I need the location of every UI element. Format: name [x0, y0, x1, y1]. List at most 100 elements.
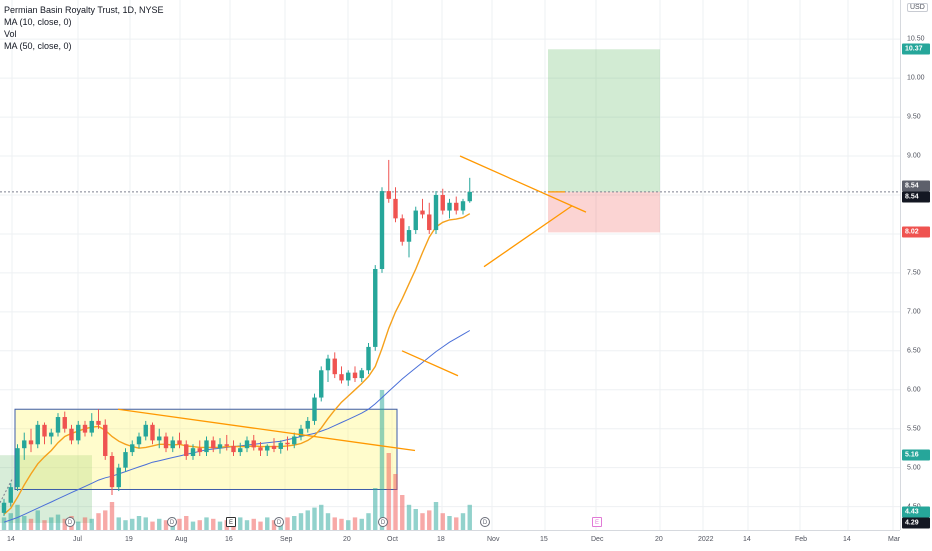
volume-bar	[204, 517, 209, 530]
ma10-line	[3, 213, 471, 515]
volume-bar	[177, 518, 182, 530]
volume-bar	[42, 520, 47, 530]
candle-body	[143, 424, 148, 437]
candle-body	[339, 374, 344, 381]
time-tick: Dec	[591, 536, 604, 543]
candle-body	[298, 428, 304, 437]
price-tick: 10.50	[907, 35, 925, 43]
volume-bar	[258, 521, 263, 530]
price-tick: 10.00	[907, 74, 925, 82]
price-tick: 9.50	[907, 113, 921, 121]
price-tick: 5.00	[907, 464, 921, 472]
volume-bar	[440, 513, 445, 530]
candle-body	[150, 424, 155, 441]
candle-body	[386, 191, 391, 199]
candle-body	[224, 444, 229, 446]
candle-body	[433, 194, 439, 231]
price-axis[interactable]: USD 10.50 10.00 9.50 9.00 7.50 7.00 6.50 6.00 5.…	[900, 0, 932, 530]
volume-bar	[244, 520, 250, 530]
dividend-marker[interactable]: D	[167, 517, 177, 527]
ma-history-line	[0, 479, 13, 503]
volume-bar	[413, 509, 418, 530]
volume-bar	[35, 510, 40, 530]
earnings-marker[interactable]: E	[592, 517, 602, 527]
candle-body	[15, 448, 20, 488]
legend-ma50[interactable]: MA (50, close, 0)	[4, 41, 72, 51]
time-tick: 15	[540, 536, 548, 543]
candle-body	[197, 448, 202, 453]
volume-bar	[1, 517, 7, 530]
volume-bar	[400, 495, 405, 530]
volume-bar	[373, 488, 378, 530]
dividend-marker[interactable]: D	[274, 517, 284, 527]
earnings-marker[interactable]: E	[226, 517, 236, 527]
time-tick: Mar	[888, 536, 901, 543]
candle-body	[55, 417, 61, 433]
volume-bar	[454, 517, 459, 530]
legend-ma10[interactable]: MA (10, close, 0)	[4, 17, 72, 27]
candle-body	[177, 440, 182, 445]
candle-body	[251, 440, 256, 448]
time-tick: 16	[225, 536, 233, 543]
volume-bar	[82, 517, 88, 530]
candle-body	[373, 269, 378, 347]
volume-bar	[447, 516, 452, 530]
volume-bar	[116, 517, 121, 530]
volume-bar	[62, 518, 67, 530]
candle-body	[170, 440, 175, 449]
candle-body	[130, 444, 135, 453]
volume-bar	[211, 518, 216, 530]
price-chart-svg[interactable]	[0, 0, 900, 530]
volume-bar	[190, 521, 196, 530]
legend-volume[interactable]: Vol	[4, 29, 17, 39]
flag-trendline	[401, 350, 459, 377]
candle-body	[285, 442, 290, 445]
volume-bar	[76, 521, 81, 530]
price-label: 5.16	[902, 449, 930, 461]
volume-bar	[386, 453, 391, 530]
candle-body	[305, 420, 310, 429]
time-tick: 18	[437, 536, 445, 543]
volume-bar	[285, 517, 290, 530]
candle-body	[42, 424, 47, 437]
time-axis[interactable]: 14 Jul 19 Aug 16 Sep 20 Oct 18 Nov 15 Dec 20 2022 14 Fe…	[0, 530, 900, 551]
volume-bar	[460, 513, 466, 530]
candle-body	[76, 424, 81, 441]
volume-bar	[49, 517, 54, 530]
candle-body	[447, 202, 452, 211]
dividend-marker[interactable]: D	[480, 517, 490, 527]
candle-body	[82, 424, 88, 433]
chart-canvas[interactable]: Permian Basin Royalty Trust, 1D, NYSE MA…	[0, 0, 900, 530]
volume-bar	[265, 517, 270, 530]
candle-body	[184, 444, 189, 456]
volume-bar	[143, 517, 148, 530]
candle-body	[352, 372, 358, 379]
volume-bar	[352, 517, 358, 530]
volume-bar	[359, 518, 364, 530]
candle-body	[440, 194, 445, 211]
volume-bar	[467, 504, 472, 530]
volume-bar	[312, 507, 317, 530]
time-tick: 19	[125, 536, 133, 543]
time-tick: Sep	[280, 536, 293, 543]
dividend-marker[interactable]: D	[378, 517, 388, 527]
dividend-marker[interactable]: D	[65, 517, 75, 527]
price-tick: 7.50	[907, 269, 921, 277]
candle-body	[211, 440, 216, 449]
stop-zone	[548, 191, 660, 233]
candle-body	[332, 358, 337, 375]
volume-bar	[89, 518, 94, 530]
volume-bar	[28, 518, 34, 530]
currency-label[interactable]: USD	[907, 3, 928, 12]
candle-body	[116, 467, 121, 488]
candle-body	[69, 428, 74, 441]
candle-body	[22, 440, 27, 449]
volume-bar	[292, 516, 297, 530]
candle-body	[244, 440, 250, 449]
candle-body	[393, 198, 398, 219]
candle-body	[231, 445, 236, 453]
volume-bar	[136, 516, 142, 530]
volume-bar	[184, 516, 189, 530]
candle-body	[346, 372, 351, 381]
candle-body	[427, 214, 432, 231]
